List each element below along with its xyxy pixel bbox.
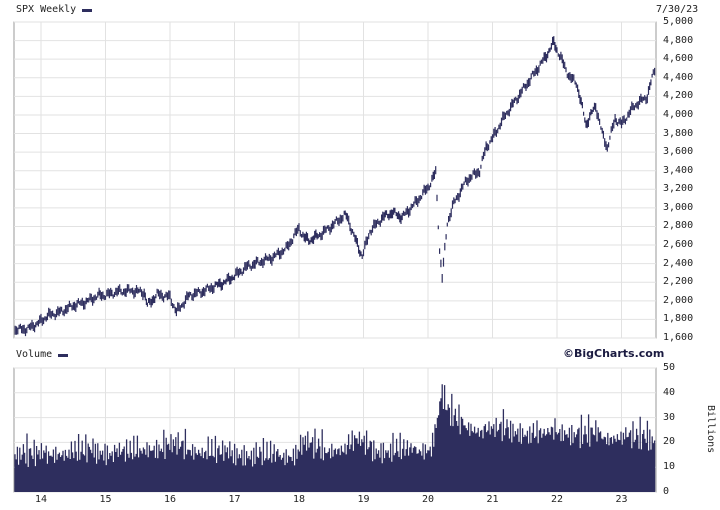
- price-y-tick-label: 4,800: [663, 34, 694, 46]
- volume-y-tick-label: 0: [663, 486, 670, 497]
- price-y-tick-label: 2,000: [663, 294, 694, 306]
- price-y-tick-label: 1,600: [663, 332, 694, 343]
- volume-y-tick-label: 50: [663, 362, 676, 373]
- volume-legend-swatch: [58, 354, 68, 357]
- volume-y-tick-label: 20: [663, 436, 676, 448]
- price-y-tick-label: 3,800: [663, 127, 694, 139]
- price-y-tick-label: 4,200: [663, 90, 694, 102]
- volume-y-tick-label: 10: [663, 461, 676, 473]
- x-tick-label: 16: [163, 494, 177, 505]
- price-y-tick-label: 3,600: [663, 146, 694, 158]
- price-y-tick-label: 2,400: [663, 257, 694, 269]
- price-y-tick-label: 1,800: [663, 313, 694, 325]
- x-tick-label: 23: [615, 494, 628, 505]
- price-y-tick-label: 4,400: [663, 71, 694, 83]
- price-y-tick-label: 3,000: [663, 201, 694, 213]
- date-label: 7/30/23: [656, 4, 699, 15]
- brand-label: ©BigCharts.com: [563, 347, 665, 360]
- volume-series: [14, 384, 656, 492]
- price-y-tick-label: 3,200: [663, 183, 694, 195]
- price-y-tick-label: 2,200: [663, 276, 694, 288]
- x-tick-label: 18: [292, 494, 306, 505]
- x-tick-label: 15: [99, 494, 112, 505]
- price-y-tick-label: 2,800: [663, 220, 694, 232]
- x-tick-label: 21: [486, 494, 499, 505]
- volume-y-tick-label: 30: [663, 411, 676, 423]
- price-panel-frame: [13, 21, 657, 339]
- price-series: [14, 36, 656, 337]
- title-legend-swatch: [82, 9, 92, 12]
- x-tick-label: 22: [550, 494, 564, 505]
- price-y-tick-label: 5,000: [663, 16, 694, 27]
- price-line: [14, 36, 656, 337]
- volume-bars: [14, 384, 656, 492]
- price-y-tick-label: 4,000: [663, 108, 694, 120]
- x-tick-label: 20: [421, 494, 435, 505]
- price-y-tick-label: 3,400: [663, 164, 694, 176]
- x-tick-label: 17: [228, 494, 241, 505]
- chart-title: SPX Weekly: [16, 4, 77, 15]
- price-y-tick-label: 4,600: [663, 53, 694, 65]
- price-grid: [14, 21, 656, 339]
- x-tick-label: 19: [357, 494, 370, 505]
- volume-unit-label: Billions: [705, 405, 716, 454]
- x-tick-label: 14: [34, 494, 48, 505]
- volume-y-tick-label: 40: [663, 386, 676, 398]
- volume-label: Volume: [16, 349, 53, 360]
- price-y-tick-label: 2,600: [663, 239, 694, 251]
